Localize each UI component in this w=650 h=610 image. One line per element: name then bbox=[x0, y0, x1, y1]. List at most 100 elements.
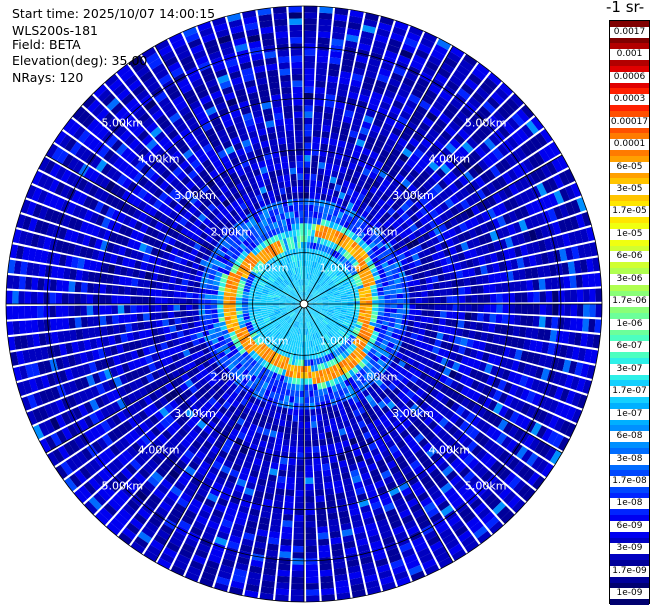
range-gate bbox=[305, 292, 309, 299]
range-gate bbox=[304, 378, 309, 385]
range-gate bbox=[538, 278, 546, 290]
range-gate bbox=[136, 305, 143, 313]
range-gate bbox=[295, 496, 304, 503]
range-gate bbox=[334, 278, 341, 284]
range-gate bbox=[311, 421, 317, 428]
range-gate bbox=[353, 309, 360, 313]
range-gate bbox=[210, 304, 218, 309]
range-gate bbox=[321, 232, 327, 239]
range-gate bbox=[494, 272, 502, 283]
range-gate bbox=[180, 317, 188, 324]
range-gate bbox=[320, 219, 326, 226]
range-gate bbox=[372, 300, 379, 304]
range-gate bbox=[321, 382, 327, 389]
range-gate bbox=[179, 304, 187, 311]
range-gate bbox=[105, 284, 113, 294]
range-gate bbox=[218, 286, 225, 292]
range-gate bbox=[345, 34, 359, 43]
range-gate bbox=[539, 304, 547, 315]
range-gate bbox=[421, 297, 429, 304]
range-gate bbox=[402, 77, 416, 88]
range-gate bbox=[304, 148, 311, 156]
range-gate bbox=[304, 229, 308, 236]
range-gate bbox=[312, 290, 318, 296]
range-gate bbox=[324, 481, 334, 490]
range-gate bbox=[285, 420, 292, 428]
range-gate bbox=[236, 314, 244, 319]
range-gate bbox=[378, 307, 385, 312]
range-gate bbox=[397, 304, 404, 309]
range-gate bbox=[323, 226, 329, 233]
range-gate bbox=[205, 289, 212, 295]
range-gate bbox=[331, 126, 341, 134]
range-gate bbox=[317, 278, 323, 284]
range-gate bbox=[118, 324, 127, 334]
range-gate bbox=[346, 168, 355, 177]
range-gate bbox=[352, 273, 360, 279]
range-gate bbox=[430, 49, 445, 61]
range-gate bbox=[279, 394, 285, 402]
range-gate bbox=[429, 198, 439, 209]
range-gate bbox=[317, 168, 325, 176]
range-gate bbox=[269, 525, 281, 533]
range-gate bbox=[307, 365, 312, 373]
range-gate bbox=[74, 317, 82, 328]
range-gate bbox=[49, 305, 56, 318]
range-gate bbox=[502, 186, 514, 199]
range-gate bbox=[351, 233, 359, 241]
range-gate bbox=[350, 124, 361, 133]
range-gate bbox=[318, 538, 330, 546]
range-gate bbox=[396, 308, 404, 314]
range-gate bbox=[112, 324, 120, 335]
range-gate bbox=[495, 87, 509, 101]
range-gate bbox=[381, 164, 391, 174]
range-gate bbox=[453, 133, 466, 145]
range-gate bbox=[340, 127, 350, 136]
range-gate bbox=[296, 378, 301, 385]
range-gate bbox=[155, 281, 163, 290]
range-gate bbox=[305, 533, 317, 540]
range-gate bbox=[395, 225, 404, 234]
range-gate bbox=[371, 46, 385, 56]
range-gate bbox=[344, 271, 351, 277]
range-gate bbox=[348, 182, 357, 191]
range-gate bbox=[208, 328, 216, 335]
range-gate bbox=[286, 477, 295, 484]
range-gate bbox=[328, 271, 335, 278]
range-gate bbox=[533, 291, 540, 303]
range-gate bbox=[343, 250, 350, 258]
range-gate bbox=[481, 185, 492, 198]
range-gate bbox=[305, 514, 316, 522]
range-gate bbox=[576, 304, 584, 317]
range-gate bbox=[350, 218, 358, 226]
range-gate bbox=[316, 218, 322, 225]
range-gate bbox=[137, 322, 145, 331]
range-gate bbox=[527, 304, 534, 315]
range-gate bbox=[538, 148, 551, 163]
range-gate bbox=[483, 304, 491, 313]
range-gate bbox=[311, 288, 316, 295]
range-gate bbox=[446, 311, 453, 319]
range-gate bbox=[436, 135, 449, 147]
range-gate bbox=[466, 119, 479, 132]
range-gate bbox=[167, 305, 174, 312]
range-gate bbox=[409, 168, 420, 179]
range-gate bbox=[323, 275, 329, 281]
range-gate bbox=[105, 305, 112, 315]
ray bbox=[304, 93, 524, 304]
range-gate bbox=[313, 464, 322, 472]
range-gate bbox=[469, 276, 477, 286]
range-gate bbox=[395, 318, 403, 324]
range-gate bbox=[414, 315, 422, 322]
range-gate bbox=[300, 366, 304, 373]
range-gate bbox=[424, 165, 435, 176]
range-gate bbox=[330, 44, 343, 53]
range-gate bbox=[493, 129, 506, 143]
range-gate bbox=[446, 103, 459, 115]
range-gate bbox=[305, 446, 312, 453]
range-gate bbox=[305, 471, 314, 478]
range-gate bbox=[308, 295, 314, 301]
range-gate bbox=[320, 272, 326, 279]
range-gate bbox=[305, 459, 313, 466]
range-gate bbox=[217, 313, 225, 318]
